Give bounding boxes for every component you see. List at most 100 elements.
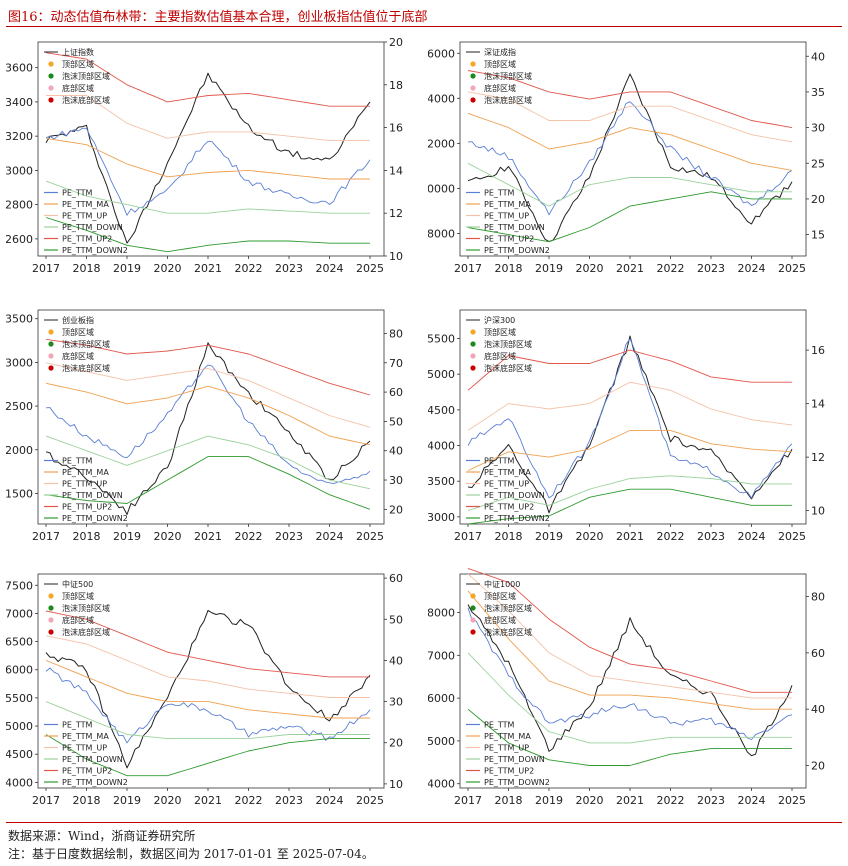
x-tick-label: 2022 <box>235 262 263 275</box>
y-left-tick-label: 3000 <box>6 164 33 177</box>
legend-line-label: PE_TTM_DOWN2 <box>484 514 550 523</box>
x-tick-label: 2025 <box>356 262 384 275</box>
series-line <box>467 349 792 391</box>
x-tick-label: 2019 <box>535 530 563 543</box>
legend-line-label: PE_TTM_UP <box>484 744 529 753</box>
x-tick-label: 2023 <box>697 262 725 275</box>
y-left-tick-label: 3000 <box>6 356 33 369</box>
legend-index-label: 上证指数 <box>62 47 94 57</box>
legend-line-label: PE_TTM_MA <box>484 732 531 741</box>
y-left-tick-label: 8000 <box>428 607 455 620</box>
x-tick-label: 2020 <box>154 794 182 807</box>
x-tick-label: 2020 <box>576 262 604 275</box>
legend-line-label: PE_TTM <box>62 457 93 466</box>
plot-frame <box>37 41 385 257</box>
y-left-tick-label: 3200 <box>6 130 33 143</box>
series-line <box>467 101 793 216</box>
x-tick-label: 2021 <box>194 794 222 807</box>
x-tick-label: 2017 <box>32 794 60 807</box>
x-tick-label: 2023 <box>697 794 725 807</box>
x-tick-label: 2021 <box>616 262 644 275</box>
legend-marker-label: 泡沫底部区域 <box>484 627 532 637</box>
x-tick-label: 2019 <box>113 794 141 807</box>
y-left-tick-label: 4000 <box>428 440 455 453</box>
x-tick-label: 2017 <box>32 530 60 543</box>
y-right-tick-label: 12 <box>811 451 825 464</box>
y-right-tick-label: 12 <box>389 207 403 220</box>
y-left-tick-label: 14000 <box>428 92 455 105</box>
y-right-tick-label: 50 <box>389 613 403 626</box>
x-tick-label: 2022 <box>235 530 263 543</box>
series-line <box>467 335 793 514</box>
y-left-tick-label: 10000 <box>428 182 455 195</box>
x-tick-label: 2024 <box>738 262 766 275</box>
y-right-tick-label: 15 <box>811 229 825 242</box>
y-right-tick-label: 40 <box>389 654 403 667</box>
legend-marker-dot <box>470 629 476 635</box>
x-tick-label: 2018 <box>495 794 523 807</box>
legend-marker-dot <box>48 605 54 611</box>
legend-bottom: PE_TTM PE_TTM_MA PE_TTM_UP PE_TTM_DOWN PE_TT… <box>44 457 128 523</box>
series-line <box>45 659 370 719</box>
y-right-tick-label: 70 <box>389 357 403 370</box>
series-line <box>467 708 792 766</box>
series-line <box>467 338 793 499</box>
series-line <box>45 435 371 490</box>
y-right-tick-label: 10 <box>389 250 403 263</box>
legend-marker-label: 顶部区域 <box>484 59 516 69</box>
x-tick-label: 2020 <box>576 794 604 807</box>
legend-line-label: PE_TTM_MA <box>484 468 531 477</box>
series-line <box>45 342 371 515</box>
chart-panel-sh: 2600 2800 3000 3200 3400 3600 10 12 14 16 18 20 2017… <box>6 34 420 294</box>
chart-svg: 8000100001200014000160001520253035402017… <box>428 41 825 275</box>
legend-line-label: PE_TTM_DOWN2 <box>484 246 550 255</box>
series-line <box>45 734 370 777</box>
legend-index-label: 中证1000 <box>484 579 520 589</box>
x-tick-label: 2020 <box>576 530 604 543</box>
x-tick-label: 2017 <box>454 262 482 275</box>
plot-frame <box>459 41 807 257</box>
x-tick-label: 2023 <box>697 530 725 543</box>
series-line <box>45 127 371 216</box>
series-line <box>45 52 370 107</box>
series-line <box>467 112 793 171</box>
legend-line-label: PE_TTM <box>484 189 515 198</box>
series-line <box>45 667 371 744</box>
y-right-tick-label: 25 <box>811 157 825 170</box>
x-tick-label: 2021 <box>616 794 644 807</box>
plot-frame <box>459 309 807 525</box>
series-line <box>45 137 370 180</box>
y-left-tick-label: 12000 <box>428 137 455 150</box>
chart-svg: 2600 2800 3000 3200 3400 3600 10 12 14 16 18 20 2017… <box>6 36 403 275</box>
legend-marker-dot <box>48 593 54 599</box>
legend-marker-dot <box>470 329 476 335</box>
legend-marker-dot <box>48 61 54 67</box>
x-tick-label: 2022 <box>657 530 685 543</box>
x-tick-label: 2024 <box>316 794 344 807</box>
x-tick-label: 2024 <box>738 794 766 807</box>
x-tick-label: 2017 <box>454 794 482 807</box>
legend-marker-label: 底部区域 <box>484 615 516 625</box>
x-tick-label: 2019 <box>535 794 563 807</box>
legend-line-label: PE_TTM_DOWN <box>484 755 545 764</box>
legend-marker-dot <box>48 353 54 359</box>
chart-svg: 1500 2000 2500 3000 3500 20 30 40 50 60 70 80 2017 20… <box>6 309 403 543</box>
legend-marker-dot <box>470 85 476 91</box>
x-tick-label: 2018 <box>73 262 101 275</box>
legend-index-label: 中证500 <box>62 579 93 589</box>
legend-line-label: PE_TTM <box>62 189 93 198</box>
x-tick-label: 2024 <box>316 262 344 275</box>
legend-marker-label: 泡沫底部区域 <box>62 95 110 105</box>
legend-marker-label: 泡沫底部区域 <box>484 95 532 105</box>
series-line <box>45 362 371 428</box>
legend-line-label: PE_TTM_DOWN2 <box>62 246 128 255</box>
legend-marker-label: 底部区域 <box>62 83 94 93</box>
legend-line-label: PE_TTM_DOWN <box>62 491 123 500</box>
y-left-tick-label: 5000 <box>6 720 33 733</box>
legend-marker-dot <box>48 97 54 103</box>
legend-marker-dot <box>48 341 54 347</box>
data-source: 数据来源：Wind，浙商证券研究所 <box>8 829 196 843</box>
legend-marker-dot <box>470 365 476 371</box>
legend-marker-label: 泡沫顶部区域 <box>484 71 532 81</box>
